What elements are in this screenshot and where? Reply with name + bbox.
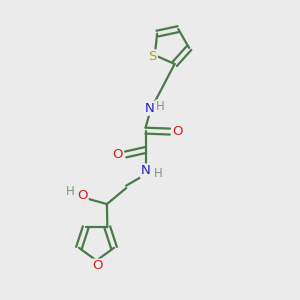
Text: N: N: [145, 102, 155, 115]
Text: O: O: [77, 189, 88, 202]
Text: O: O: [112, 148, 123, 161]
Text: O: O: [172, 125, 183, 138]
Text: H: H: [156, 100, 165, 113]
Text: N: N: [141, 164, 150, 177]
Text: H: H: [154, 167, 162, 180]
Text: H: H: [66, 184, 75, 197]
Text: S: S: [148, 50, 157, 63]
Text: O: O: [93, 260, 103, 272]
